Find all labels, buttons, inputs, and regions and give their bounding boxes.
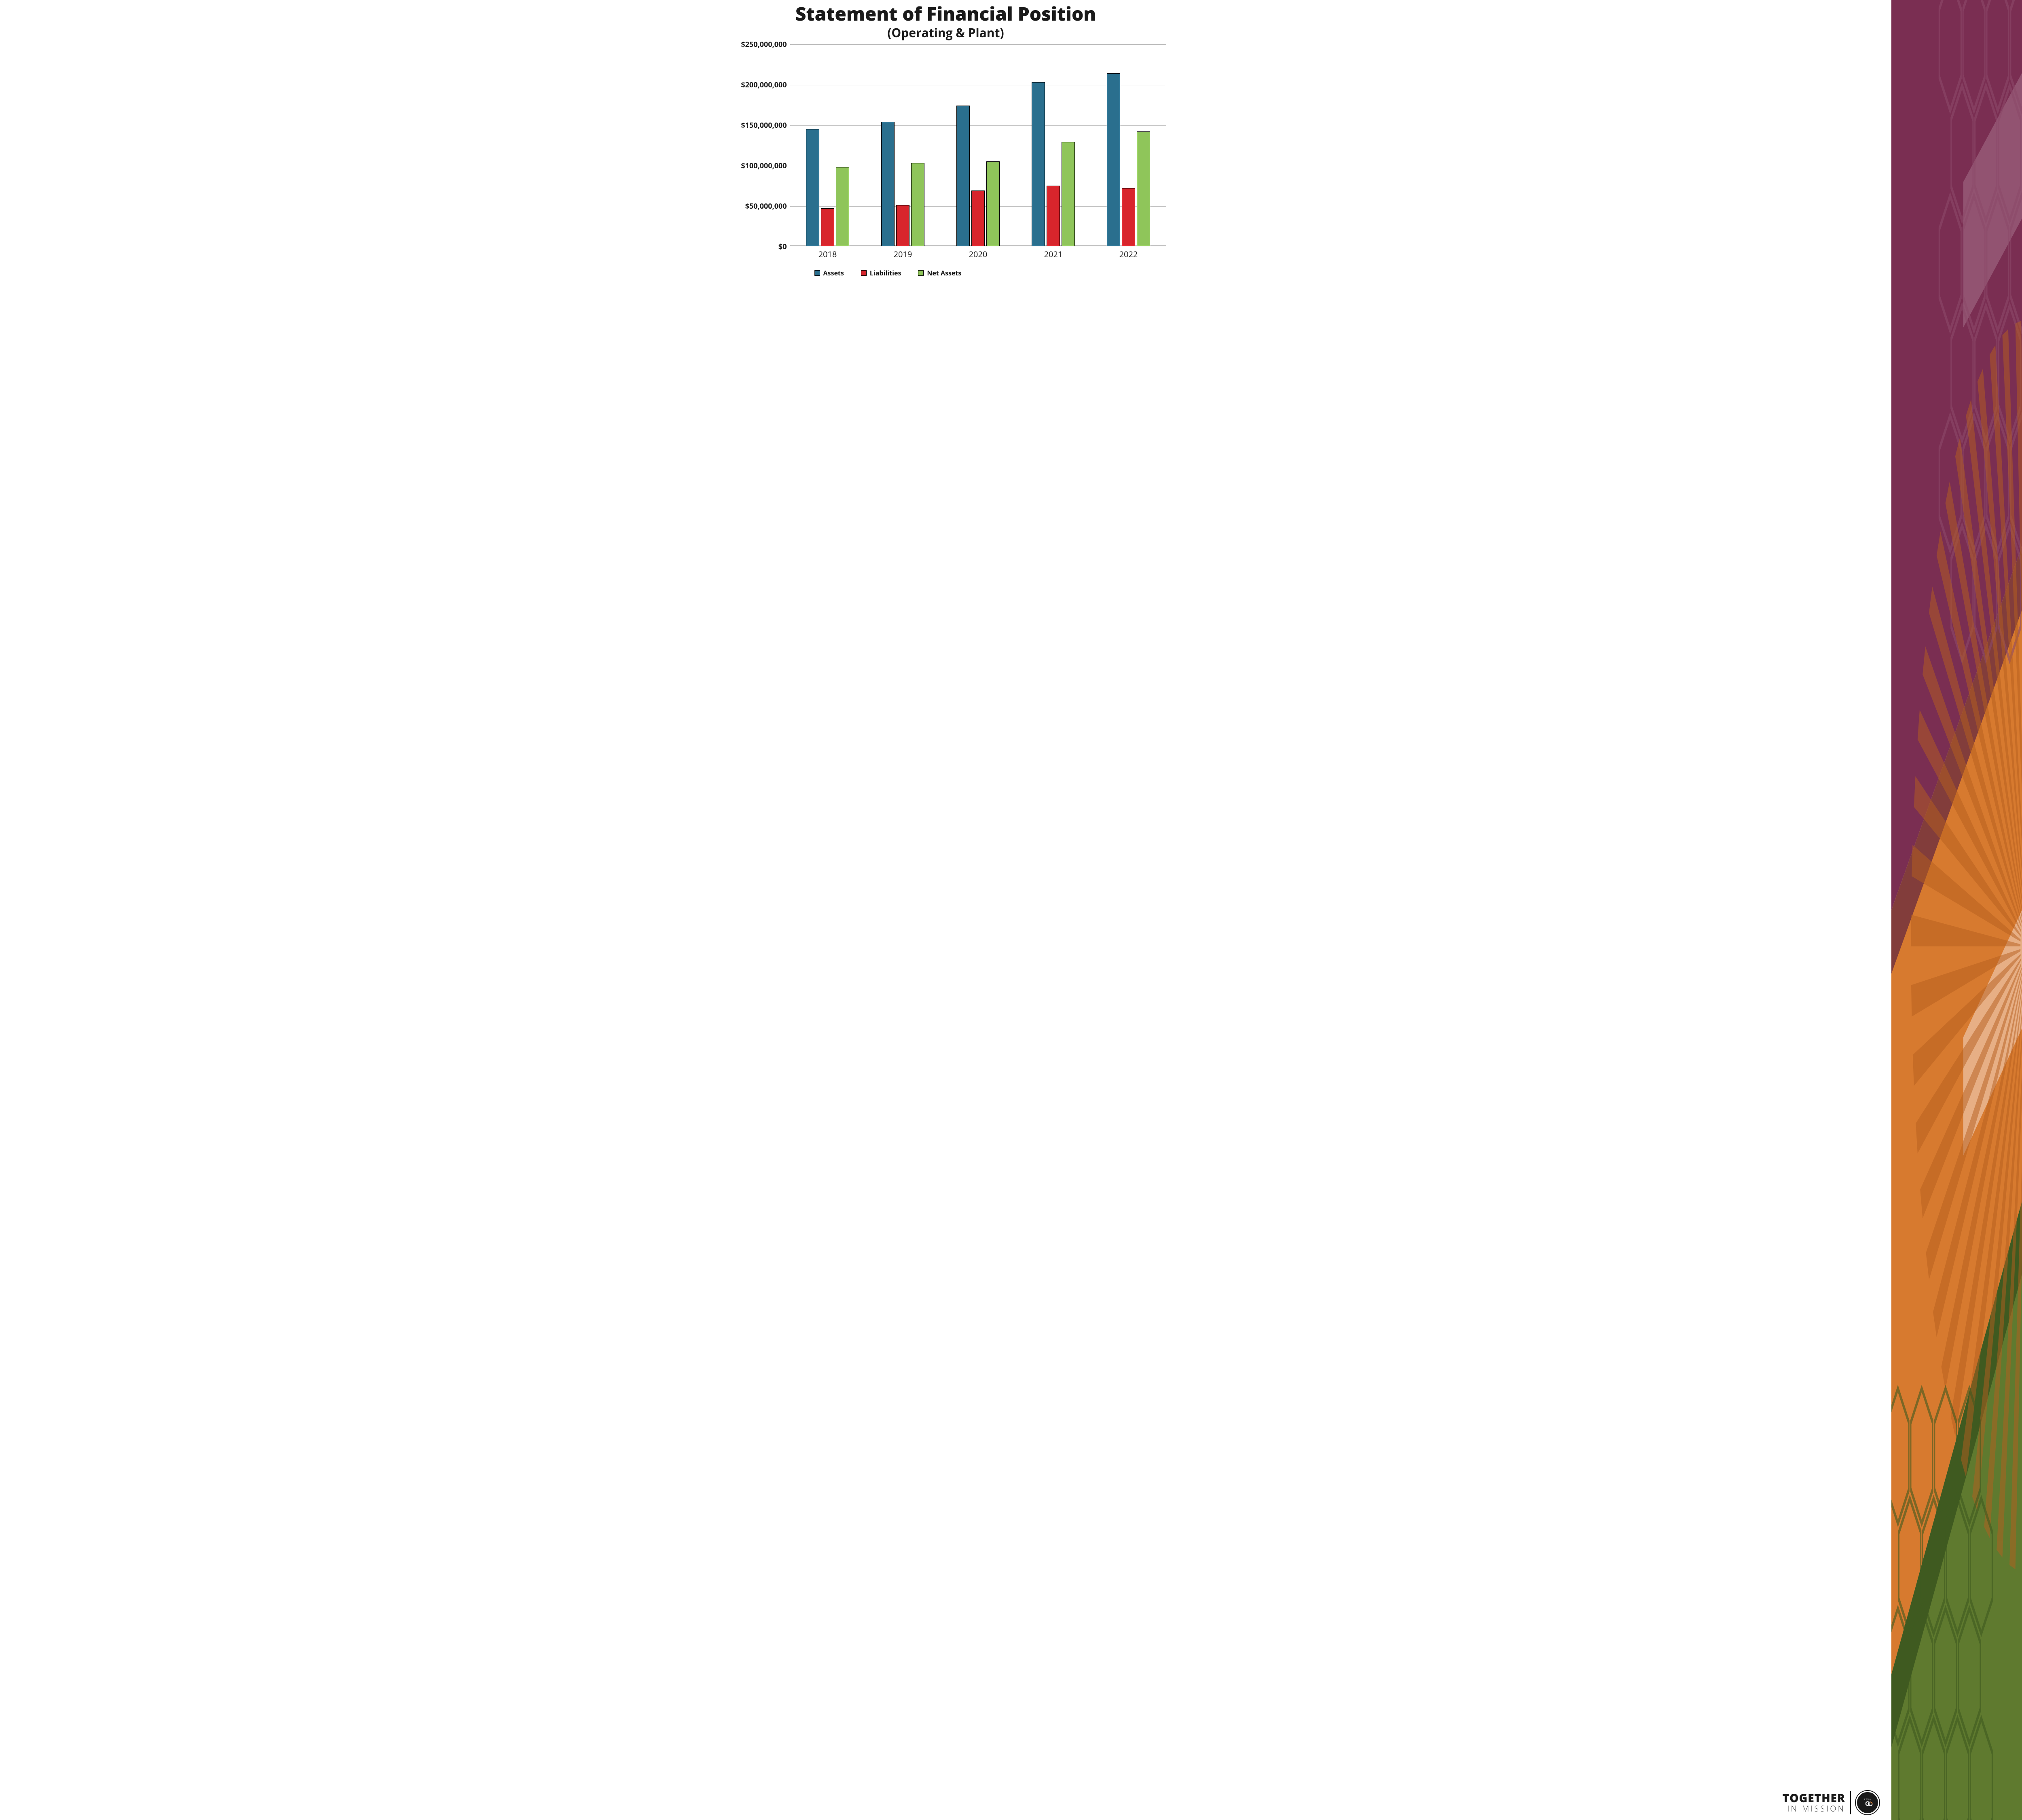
svg-text:G: G <box>1865 1801 1870 1807</box>
x-axis-label: 2022 <box>1119 246 1138 260</box>
y-axis-label: $250,000,000 <box>741 40 790 49</box>
bar <box>836 167 849 246</box>
y-axis-label: $50,000,000 <box>745 201 790 211</box>
y-axis-label: $200,000,000 <box>741 80 790 90</box>
bar <box>1107 73 1120 246</box>
x-axis-label: 2019 <box>894 246 912 260</box>
y-axis-label: $0 <box>778 242 790 252</box>
bar <box>1137 131 1150 246</box>
bar <box>1032 82 1045 246</box>
legend: Assets Liabilities Net Assets <box>814 269 962 277</box>
x-axis-label: 2020 <box>969 246 988 260</box>
side-decoration <box>1891 0 2022 1820</box>
legend-item: Assets <box>814 269 844 277</box>
bar <box>1122 188 1135 246</box>
legend-item: Net Assets <box>918 269 961 277</box>
y-axis-label: $150,000,000 <box>741 121 790 130</box>
bar <box>956 106 970 246</box>
bar <box>1062 142 1075 246</box>
chart-title: Statement of Financial Position <box>8 4 1883 23</box>
bar <box>986 161 1000 246</box>
x-axis-label: 2021 <box>1044 246 1063 260</box>
chart: $0 $50,000,000 $100,000,000 $150,000,000 $20… <box>723 44 1168 281</box>
y-axis-label: $100,000,000 <box>741 161 790 171</box>
bar <box>881 122 895 246</box>
brand-divider <box>1850 1791 1851 1814</box>
bar <box>1047 186 1060 246</box>
gridline <box>790 44 1166 45</box>
legend-label: Net Assets <box>927 269 961 277</box>
brand-text: TOGETHER IN MISSION <box>1783 1792 1845 1813</box>
svg-text:I WILL: I WILL <box>1864 1798 1871 1800</box>
chart-subtitle: (Operating & Plant) <box>8 24 1883 41</box>
legend-swatch-icon <box>861 270 867 276</box>
x-axis-label: 2018 <box>819 246 837 260</box>
bar <box>806 129 819 246</box>
bar <box>911 163 924 246</box>
bar <box>821 208 834 246</box>
main-content: Statement of Financial Position (Operati… <box>0 0 1891 1820</box>
brand-in-mission: IN MISSION <box>1783 1804 1845 1813</box>
brand-together: TOGETHER <box>1783 1792 1845 1804</box>
bar <box>971 190 985 246</box>
i-will-go-badge-icon: I WILL G <box>1856 1791 1879 1814</box>
bar <box>896 205 909 246</box>
slide: Statement of Financial Position (Operati… <box>0 0 2022 1820</box>
legend-item: Liabilities <box>861 269 901 277</box>
legend-swatch-icon <box>814 270 820 276</box>
legend-label: Liabilities <box>870 269 901 277</box>
legend-label: Assets <box>823 269 844 277</box>
footer-brand: TOGETHER IN MISSION I WILL G <box>1783 1791 1879 1814</box>
legend-swatch-icon <box>918 270 924 276</box>
plot-area: $0$50,000,000$100,000,000$150,000,000$20… <box>790 44 1166 246</box>
